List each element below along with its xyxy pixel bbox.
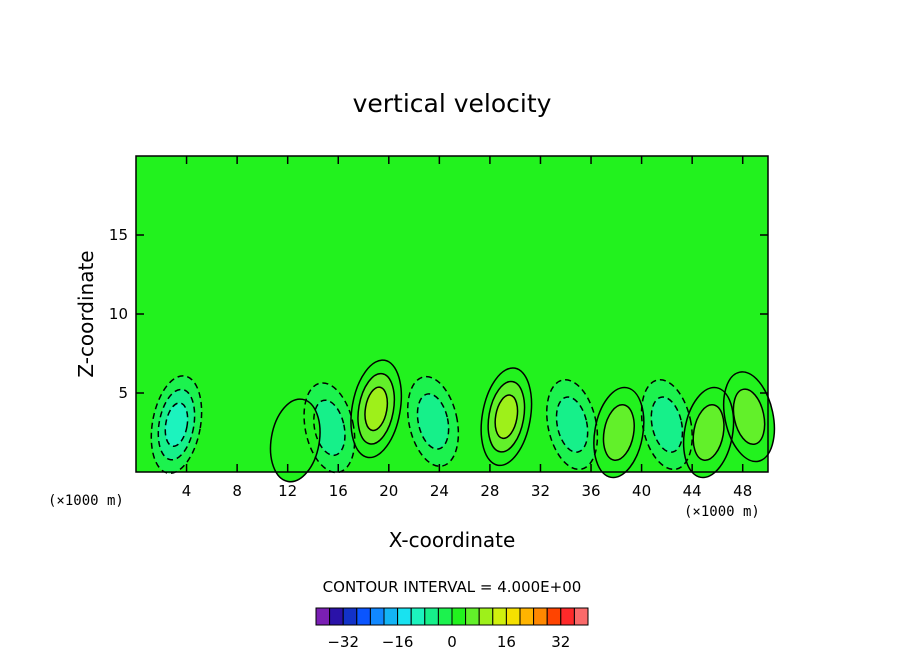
contour-line (364, 386, 389, 432)
contour-line (269, 398, 321, 483)
x-tick-label: 24 (430, 482, 449, 500)
contour-line (692, 404, 725, 461)
contour-line (722, 371, 776, 463)
colorbar-swatch (451, 607, 467, 626)
contour-region (495, 395, 518, 439)
colorbar-swatch (315, 607, 331, 626)
colorbar-tick-label: −32 (327, 633, 359, 651)
contour-interval-label: CONTOUR INTERVAL = 4.000E+00 (323, 578, 582, 596)
colorbar-swatch (410, 607, 426, 626)
colorbar-swatch (533, 607, 548, 626)
contour-line (640, 379, 693, 471)
contour-line (650, 396, 684, 453)
colorbar-swatch (505, 607, 521, 626)
colorbar-tick-label: 0 (447, 633, 457, 651)
contour-line (546, 379, 599, 471)
contour-line (593, 386, 645, 479)
colorbar-tick-label: −16 (382, 633, 414, 651)
y-tick-label: 5 (118, 384, 128, 402)
x-tick-label: 8 (232, 482, 242, 500)
x-tick-label: 20 (379, 482, 398, 500)
contour-line (602, 404, 635, 461)
contour-line (555, 396, 589, 453)
colorbar-tick-label: 16 (497, 633, 516, 651)
colorbar-swatch (478, 607, 494, 626)
contour-line (350, 359, 403, 459)
contour-line (406, 375, 460, 467)
contour-region (270, 399, 320, 482)
colorbar (315, 607, 589, 626)
colorbar-swatch (397, 607, 412, 626)
contour-region (733, 389, 765, 445)
contour-region (556, 397, 588, 453)
colorbar-tick-label: 32 (551, 633, 570, 651)
contour-line (164, 402, 189, 448)
colorbar-swatch (573, 607, 589, 626)
colorbar-swatch (546, 607, 562, 626)
contour-line (157, 388, 196, 461)
y-axis-label: Z-coordinate (74, 250, 98, 377)
chart-title: vertical velocity (353, 89, 552, 118)
colorbar-swatch (369, 607, 385, 626)
contour-region (417, 393, 449, 450)
contour-region (693, 404, 724, 461)
colorbar-swatch (465, 607, 480, 626)
colorbar-swatch (329, 607, 344, 626)
y-axis-ticks: 5 10 15 (109, 226, 768, 402)
contour-region (603, 404, 635, 461)
x-tick-label: 12 (278, 482, 297, 500)
colorbar-swatch (383, 607, 399, 626)
contour-line (487, 380, 526, 453)
x-tick-label: 44 (683, 482, 702, 500)
x-axis-ticks: 4 8 12 16 20 24 28 32 36 40 44 48 (182, 156, 752, 500)
colorbar-swatch (519, 607, 535, 626)
plot-area (135, 155, 776, 483)
y-tick-label: 10 (109, 305, 128, 323)
x-axis-label: X-coordinate (389, 528, 516, 552)
colorbar-swatch (342, 607, 358, 626)
x-unit-label-right: (×1000 m) (684, 504, 760, 520)
colorbar-swatch (492, 607, 507, 626)
contour-line (732, 388, 766, 446)
contour-line (494, 394, 519, 440)
x-tick-label: 32 (531, 482, 550, 500)
colorbar-swatch (560, 607, 575, 626)
contour-line (416, 393, 450, 450)
contour-region (651, 397, 683, 453)
x-tick-label: 4 (182, 482, 192, 500)
x-tick-label: 16 (329, 482, 348, 500)
contour-region (165, 402, 188, 447)
colorbar-swatch (424, 607, 439, 626)
contour-line (357, 372, 396, 445)
colorbar-swatch (356, 607, 371, 626)
colorbar-swatch (437, 607, 453, 626)
colorbar-labels: −32 −16 0 16 32 (327, 633, 570, 651)
y-tick-label: 15 (109, 226, 128, 244)
x-tick-label: 48 (733, 482, 752, 500)
x-tick-label: 36 (581, 482, 600, 500)
x-unit-label-left: (×1000 m) (48, 493, 124, 509)
contour-region (313, 400, 345, 456)
x-tick-label: 28 (480, 482, 499, 500)
x-tick-label: 40 (632, 482, 651, 500)
contour-line (682, 386, 735, 479)
contour-region (364, 387, 388, 431)
contour-line (480, 367, 533, 467)
contour-line (150, 375, 203, 475)
contour-line (313, 399, 346, 457)
